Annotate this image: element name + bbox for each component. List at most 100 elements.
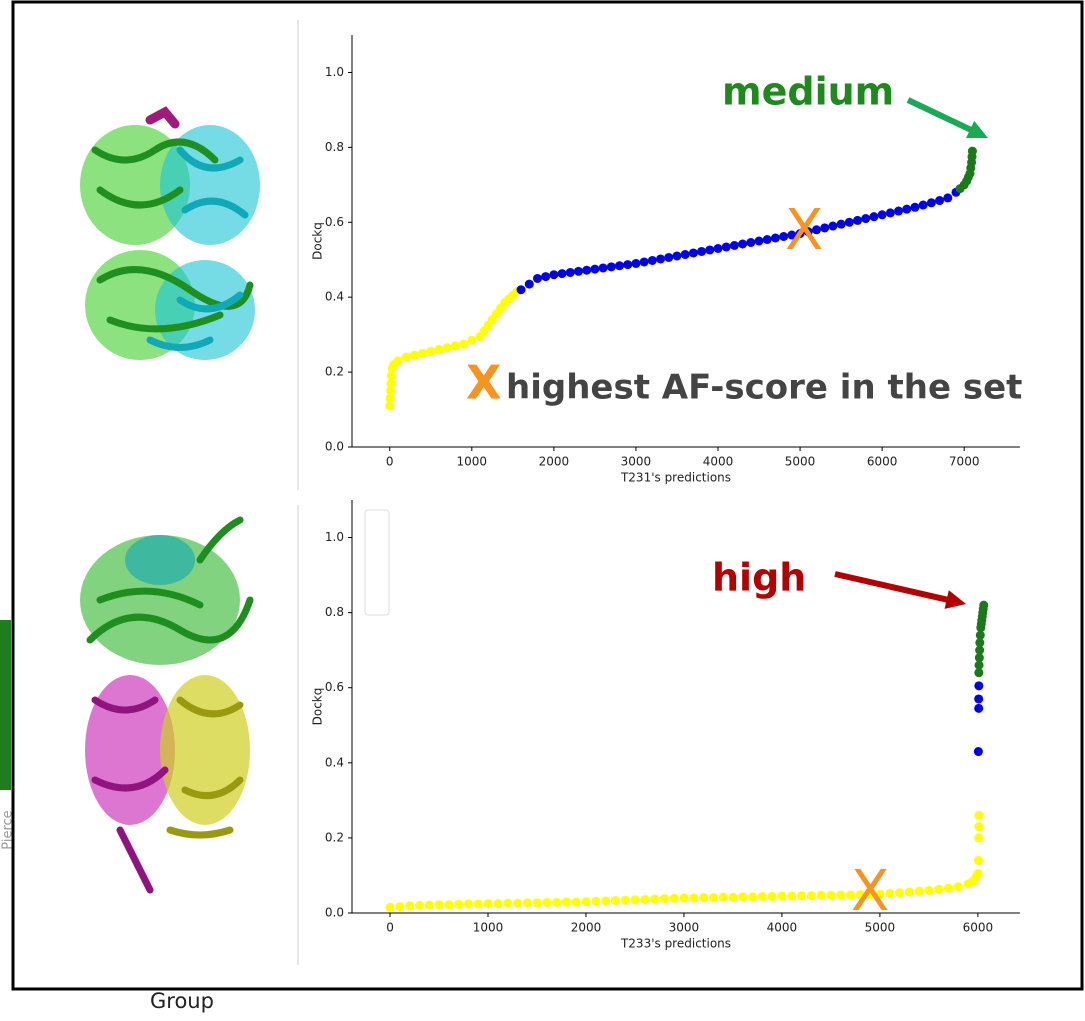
- data-point: [542, 897, 552, 907]
- y-tick-label: 0.2: [325, 365, 344, 379]
- data-point: [973, 855, 983, 865]
- data-point: [532, 273, 542, 283]
- data-point: [975, 630, 985, 640]
- data-point: [454, 899, 464, 909]
- data-point: [679, 893, 689, 903]
- data-point: [631, 258, 641, 268]
- annotation: X: [466, 356, 501, 410]
- data-point: [615, 261, 625, 271]
- data-point: [974, 833, 984, 843]
- x-axis-label: T233's predictions: [620, 937, 731, 951]
- annotation: X: [851, 859, 889, 924]
- data-point: [926, 198, 936, 208]
- data-point: [571, 897, 581, 907]
- data-point: [522, 898, 532, 908]
- data-point: [974, 703, 984, 713]
- data-point: [787, 891, 797, 901]
- data-point: [688, 248, 698, 258]
- data-point: [853, 215, 863, 225]
- data-point: [770, 233, 780, 243]
- data-point: [590, 264, 600, 274]
- data-point: [943, 883, 953, 893]
- data-point: [875, 889, 885, 899]
- data-point: [483, 899, 493, 909]
- x-tick-label: 1000: [457, 455, 488, 469]
- data-point: [738, 892, 748, 902]
- data-point: [924, 885, 934, 895]
- data-point: [877, 210, 887, 220]
- data-point: [424, 900, 434, 910]
- data-point: [385, 401, 395, 411]
- y-tick-label: 0.8: [325, 140, 344, 154]
- data-point: [705, 245, 715, 255]
- data-point: [467, 335, 477, 345]
- data-point: [828, 221, 838, 231]
- data-point: [405, 901, 415, 911]
- data-point: [450, 341, 460, 351]
- x-tick-label: 2000: [539, 455, 570, 469]
- data-point: [689, 893, 699, 903]
- data-point: [639, 257, 649, 267]
- data-point: [811, 225, 821, 235]
- data-point: [713, 243, 723, 253]
- data-point: [385, 902, 395, 912]
- data-point: [806, 891, 816, 901]
- data-point: [664, 252, 674, 262]
- annotation: X: [785, 198, 823, 263]
- data-point: [777, 891, 787, 901]
- data-point: [738, 239, 748, 249]
- data-point: [914, 886, 924, 896]
- y-tick-label: 1.0: [325, 65, 344, 79]
- annotation: medium: [722, 70, 894, 114]
- data-point: [836, 890, 846, 900]
- data-point: [779, 232, 789, 242]
- data-point: [393, 356, 403, 366]
- protein-structure-1: [80, 106, 260, 360]
- data-point: [512, 898, 522, 908]
- data-point: [718, 892, 728, 902]
- data-point: [656, 254, 666, 264]
- data-point: [395, 902, 405, 912]
- data-point: [386, 371, 396, 381]
- data-point: [974, 822, 984, 832]
- arrow-shaft: [834, 571, 955, 605]
- data-point: [721, 242, 731, 252]
- data-point: [861, 214, 871, 224]
- x-axis-label: T231's predictions: [620, 471, 731, 485]
- data-point: [728, 892, 738, 902]
- data-point: [797, 891, 807, 901]
- x-tick-label: 4000: [767, 921, 798, 935]
- data-point: [418, 348, 428, 358]
- data-point: [647, 255, 657, 265]
- x-tick-label: 5000: [865, 921, 896, 935]
- data-point: [855, 890, 865, 900]
- data-point: [426, 346, 436, 356]
- data-point: [414, 900, 424, 910]
- data-point: [816, 890, 826, 900]
- data-point: [442, 343, 452, 353]
- data-point: [561, 897, 571, 907]
- data-point: [601, 896, 611, 906]
- data-point: [934, 884, 944, 894]
- data-point: [820, 223, 830, 233]
- data-point: [493, 899, 503, 909]
- x-tick-label: 5000: [785, 455, 816, 469]
- data-point: [979, 600, 989, 610]
- data-point: [974, 681, 984, 691]
- data-point: [975, 638, 985, 648]
- data-point: [565, 267, 575, 277]
- data-point: [974, 653, 984, 663]
- data-point: [623, 260, 633, 270]
- data-point: [659, 894, 669, 904]
- data-point: [582, 265, 592, 275]
- data-point: [974, 694, 984, 704]
- data-point: [573, 266, 583, 276]
- data-point: [918, 200, 928, 210]
- x-tick-label: 3000: [669, 921, 700, 935]
- data-point: [459, 339, 469, 349]
- y-tick-label: 0.4: [325, 290, 344, 304]
- data-point: [803, 227, 813, 237]
- data-point: [943, 193, 953, 203]
- data-point: [865, 890, 875, 900]
